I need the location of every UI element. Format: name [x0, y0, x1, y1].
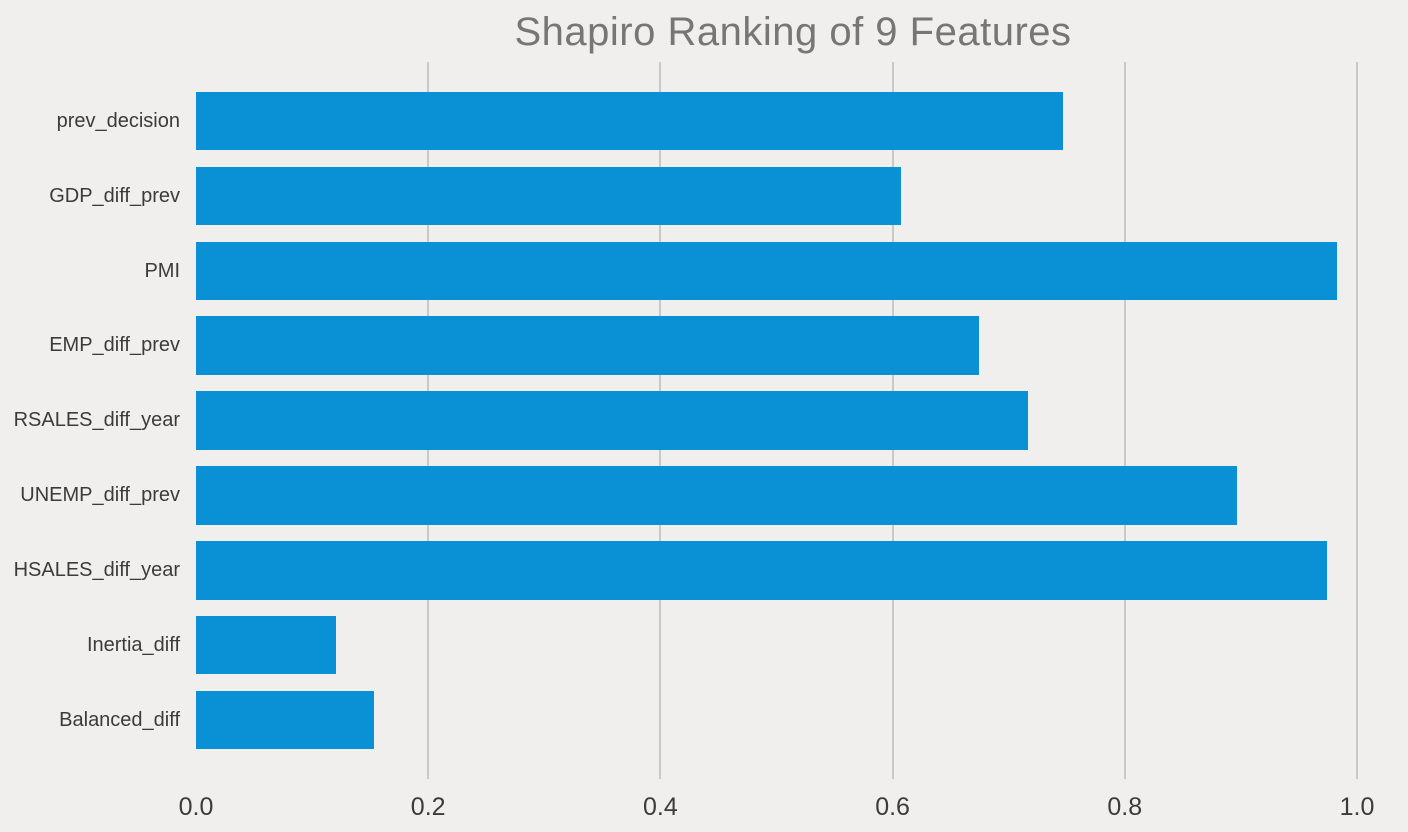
y-tick-label-HSALES_diff_year: HSALES_diff_year: [13, 559, 180, 582]
y-tick-label-GDP_diff_prev: GDP_diff_prev: [49, 184, 180, 207]
x-tick-1.0: [1356, 755, 1358, 779]
y-tick-label-UNEMP_diff_prev: UNEMP_diff_prev: [20, 484, 180, 507]
x-tick-label: 0.6: [875, 793, 910, 821]
x-tick-0.8: [1123, 755, 1126, 779]
gridline-0.8: [1123, 62, 1126, 755]
y-tick-label-Inertia_diff: Inertia_diff: [86, 633, 180, 656]
bar-Inertia_diff: [196, 615, 337, 675]
bar-UNEMP_diff_prev: [196, 466, 1238, 525]
x-tick-0.2: [427, 755, 430, 779]
bar-RSALES_diff_year: [196, 391, 1029, 450]
bar-prev_decision: [196, 91, 1064, 151]
bar-EMP_diff_prev: [196, 316, 979, 375]
bar-HSALES_diff_year: [196, 541, 1327, 600]
x-tick-label: 0.4: [643, 793, 678, 821]
gridline-1.0: [1356, 62, 1358, 755]
y-tick-label-PMI: PMI: [144, 259, 180, 282]
x-tick-0.6: [891, 755, 894, 779]
y-tick-label-Balanced_diff: Balanced_diff: [59, 708, 180, 731]
bar-PMI: [196, 241, 1338, 301]
x-tick-label: 0.0: [178, 793, 214, 821]
bar-Balanced_diff: [196, 690, 374, 750]
bar-GDP_diff_prev: [196, 166, 901, 226]
x-tick-label: 0.2: [410, 793, 446, 821]
x-tick-0.4: [659, 755, 662, 779]
x-tick-label: 0.8: [1107, 793, 1143, 821]
y-tick-label-RSALES_diff_year: RSALES_diff_year: [13, 409, 180, 432]
plot-area: [196, 62, 1390, 755]
y-tick-label-EMP_diff_prev: EMP_diff_prev: [49, 334, 180, 357]
y-tick-label-prev_decision: prev_decision: [56, 109, 180, 132]
chart-title: Shapiro Ranking of 9 Features: [514, 10, 1072, 54]
x-tick-label: 1.0: [1339, 793, 1375, 821]
